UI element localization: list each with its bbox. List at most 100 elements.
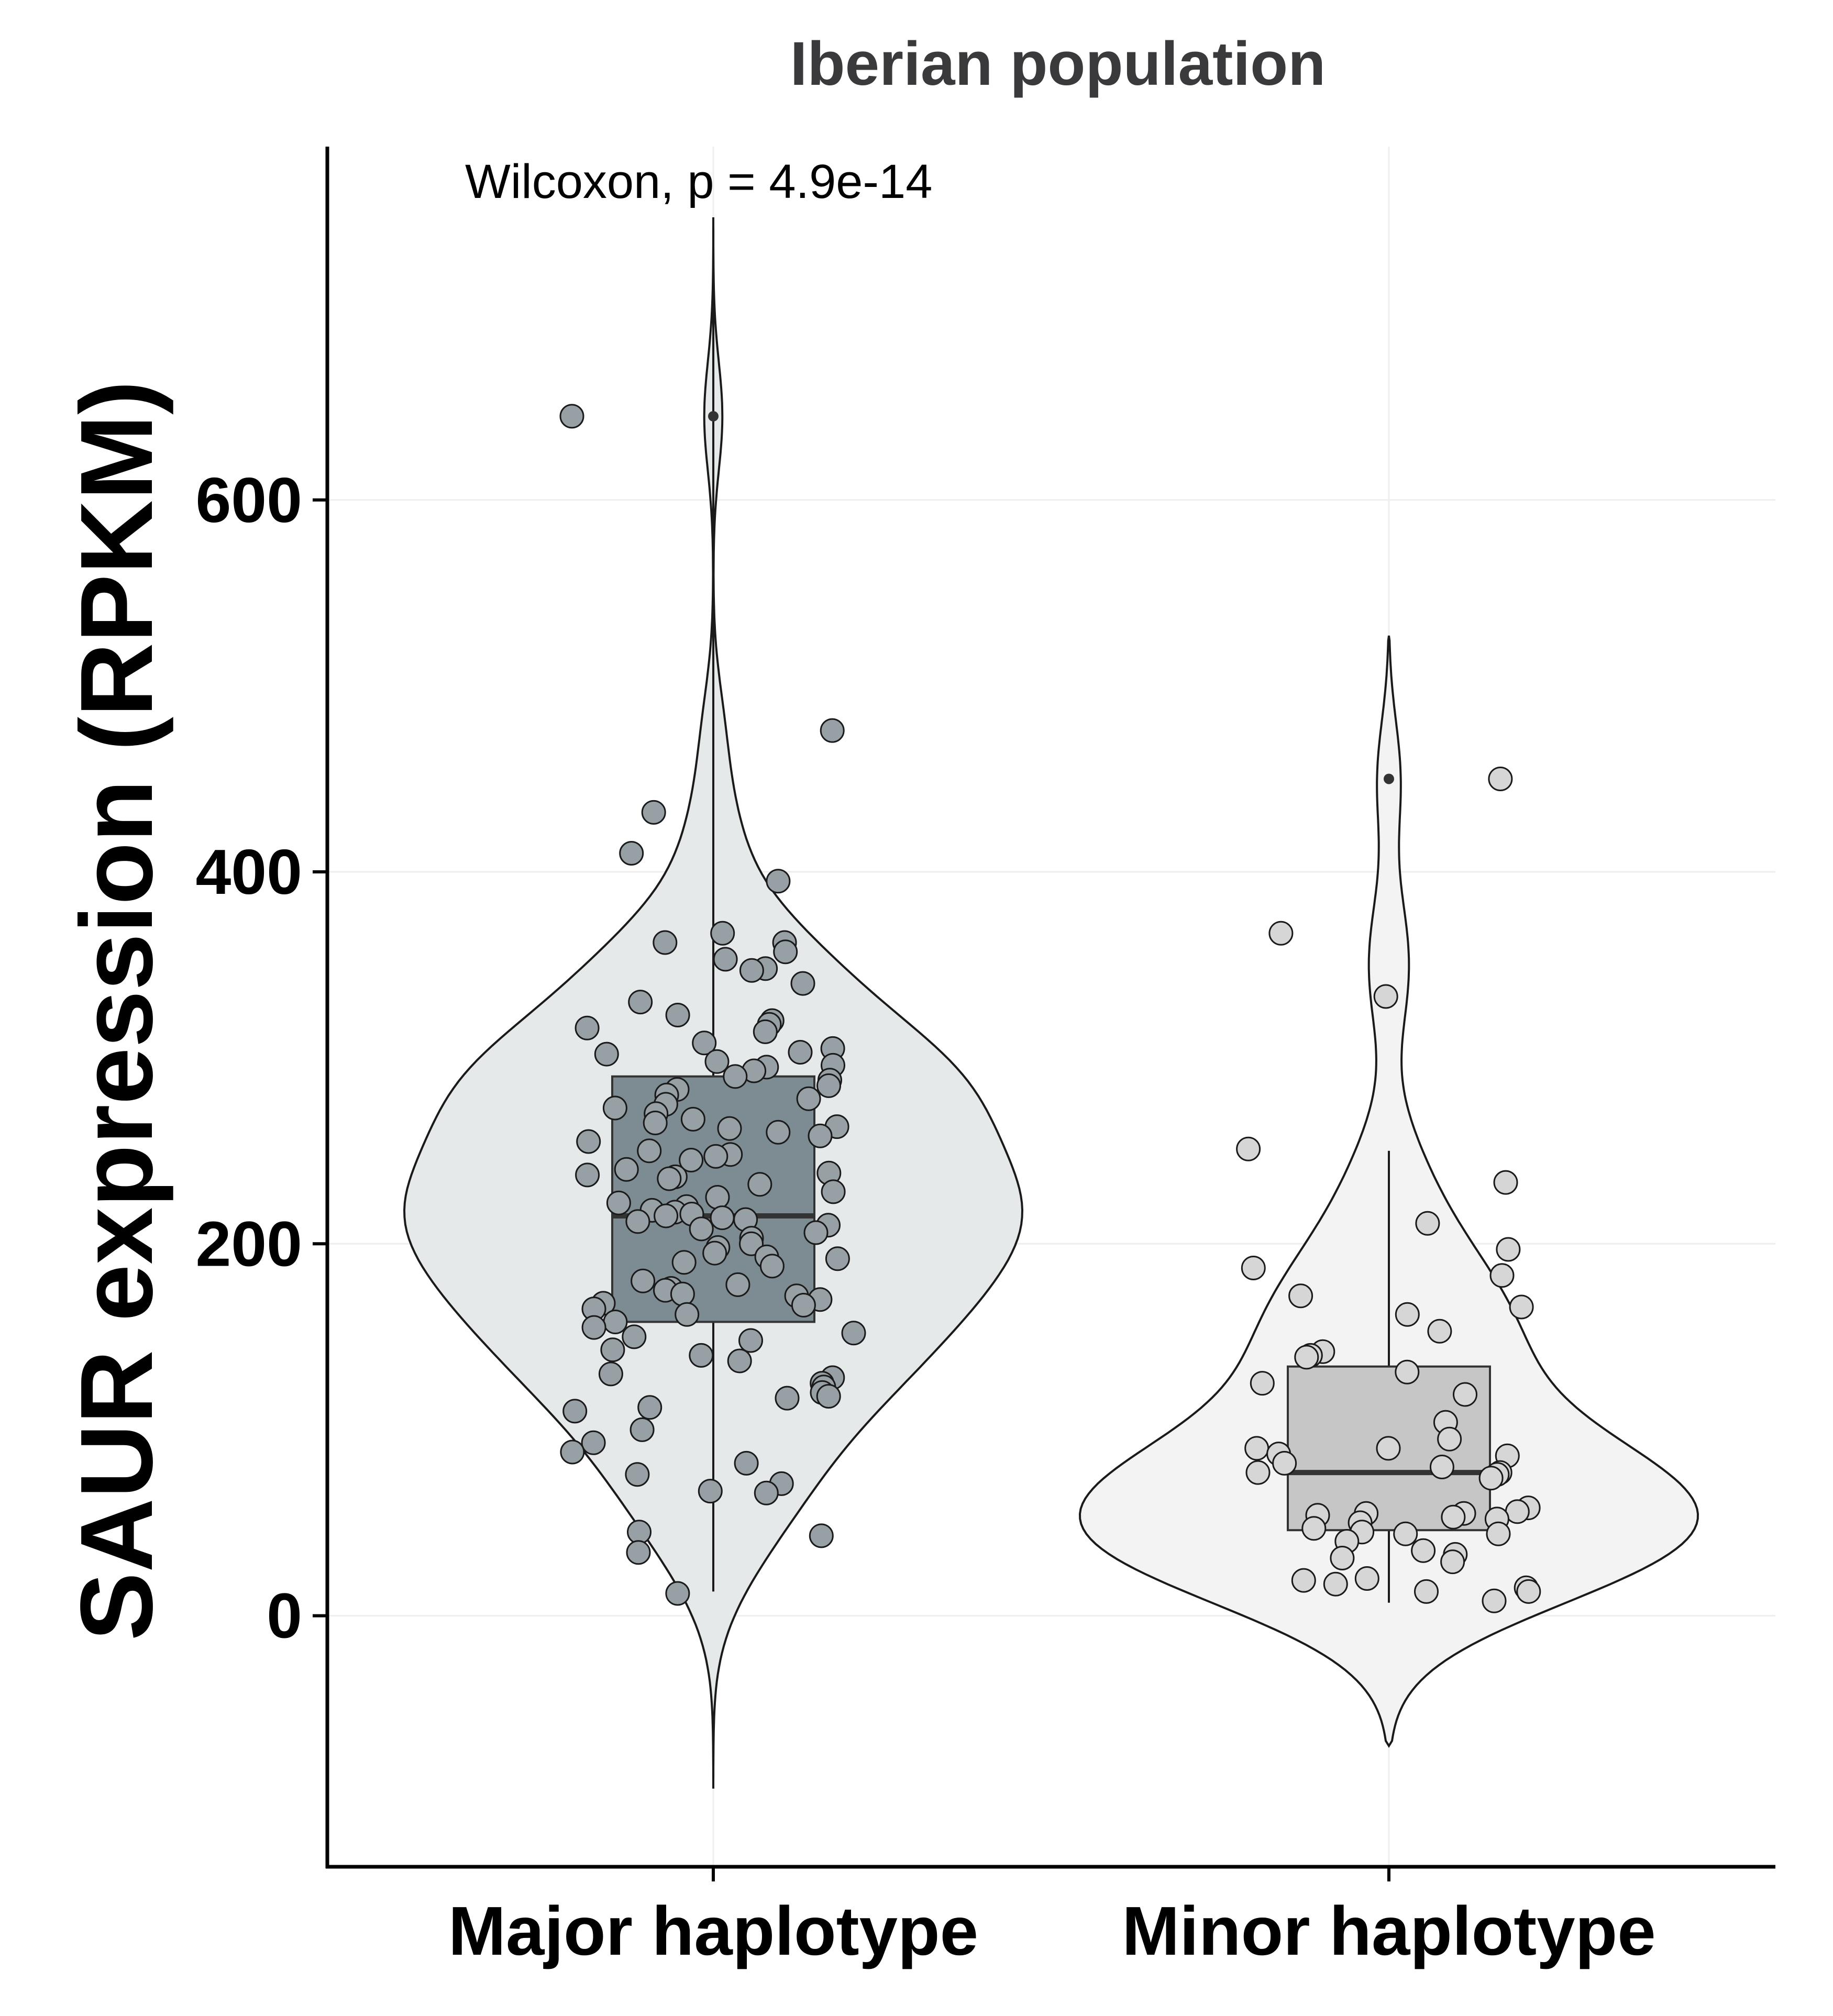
point-0-9 [713, 947, 738, 972]
point-1-36 [1441, 1504, 1466, 1530]
point-0-112 [809, 1523, 834, 1548]
point-0-93 [727, 1348, 752, 1373]
point-0-66 [803, 1220, 829, 1245]
point-0-99 [816, 1384, 841, 1409]
point-0-52 [747, 1172, 772, 1197]
y-tick-label-600: 600 [195, 464, 302, 536]
point-0-92 [689, 1343, 714, 1368]
point-1-9 [1288, 1283, 1313, 1309]
point-1-52 [1516, 1579, 1541, 1604]
point-0-103 [630, 1417, 655, 1442]
point-1-8 [1489, 1263, 1515, 1288]
point-0-42 [576, 1129, 601, 1154]
axes: 0 200 400 600 Major haplotype Minor haplotype [195, 147, 1775, 1969]
point-0-86 [603, 1310, 628, 1334]
point-0-11 [739, 958, 764, 983]
point-0-5 [710, 921, 735, 946]
point-0-49 [575, 1162, 600, 1188]
point-0-51 [657, 1166, 682, 1191]
point-0-70 [702, 1240, 727, 1266]
point-0-60 [654, 1203, 679, 1228]
point-0-12 [790, 971, 815, 996]
point-0-40 [766, 1120, 791, 1145]
point-0-110 [754, 1480, 779, 1505]
point-0-4 [766, 869, 791, 894]
point-0-65 [689, 1216, 714, 1242]
point-1-50 [1323, 1571, 1348, 1597]
point-0-114 [665, 1581, 690, 1606]
point-0-47 [614, 1157, 639, 1182]
point-0-36 [680, 1106, 705, 1132]
point-0-54 [705, 1185, 730, 1210]
point-0-102 [562, 1399, 588, 1424]
point-0-113 [626, 1540, 651, 1565]
point-1-25 [1272, 1450, 1297, 1476]
point-0-73 [671, 1250, 697, 1275]
y-tick-label-400: 400 [195, 836, 302, 907]
point-1-18 [1453, 1382, 1477, 1407]
point-0-79 [670, 1281, 695, 1306]
point-1-5 [1415, 1211, 1440, 1236]
point-1-21 [1376, 1436, 1401, 1461]
violins [403, 217, 1699, 1789]
point-1-15 [1294, 1345, 1319, 1370]
point-0-2 [641, 800, 666, 825]
x-tick-label-0: Major haplotype [448, 1892, 978, 1969]
point-0-101 [637, 1395, 662, 1420]
point-1-22 [1244, 1436, 1269, 1461]
point-1-10 [1509, 1294, 1534, 1320]
point-0-94 [598, 1361, 623, 1387]
outlier-1-0 [1384, 773, 1394, 784]
point-0-88 [841, 1321, 866, 1346]
point-0-75 [631, 1268, 656, 1293]
point-0-6 [653, 930, 678, 955]
point-0-27 [723, 1064, 748, 1089]
point-0-41 [808, 1123, 833, 1148]
point-0-55 [606, 1190, 631, 1215]
point-1-39 [1301, 1516, 1327, 1541]
point-0-8 [773, 939, 798, 965]
point-0-3 [619, 841, 644, 866]
point-0-53 [821, 1179, 846, 1204]
point-1-11 [1395, 1302, 1420, 1327]
point-1-16 [1395, 1359, 1420, 1384]
point-1-47 [1440, 1549, 1465, 1575]
point-0-106 [734, 1450, 759, 1476]
point-1-17 [1250, 1371, 1275, 1396]
point-1-2 [1373, 984, 1398, 1009]
y-tick-label-200: 200 [195, 1208, 302, 1279]
point-0-107 [625, 1462, 650, 1487]
point-0-74 [759, 1254, 785, 1279]
point-0-34 [602, 1095, 627, 1121]
point-0-87 [581, 1315, 606, 1340]
point-0-23 [704, 1049, 730, 1074]
point-1-49 [1291, 1568, 1316, 1593]
point-0-32 [796, 1086, 821, 1111]
point-0-0 [559, 404, 584, 429]
point-1-54 [1482, 1588, 1507, 1613]
point-0-22 [594, 1042, 619, 1067]
point-0-76 [725, 1272, 750, 1297]
point-0-18 [753, 1019, 778, 1044]
chart-title: Iberian population [790, 29, 1326, 98]
point-1-41 [1486, 1521, 1511, 1546]
point-1-28 [1245, 1460, 1271, 1485]
outlier-0-0 [708, 411, 719, 422]
point-0-13 [628, 990, 653, 1015]
point-0-14 [665, 1003, 690, 1027]
point-0-105 [560, 1439, 585, 1465]
point-1-46 [1330, 1546, 1355, 1570]
point-1-1 [1268, 921, 1294, 946]
point-0-83 [791, 1293, 816, 1317]
point-0-29 [816, 1073, 841, 1098]
point-1-32 [1505, 1499, 1530, 1524]
point-0-90 [738, 1328, 763, 1353]
point-1-44 [1411, 1538, 1436, 1563]
point-0-104 [581, 1430, 606, 1455]
point-0-61 [710, 1205, 735, 1231]
point-1-20 [1437, 1426, 1462, 1452]
point-1-26 [1429, 1455, 1454, 1479]
point-1-3 [1236, 1136, 1261, 1161]
point-0-1 [820, 718, 845, 743]
